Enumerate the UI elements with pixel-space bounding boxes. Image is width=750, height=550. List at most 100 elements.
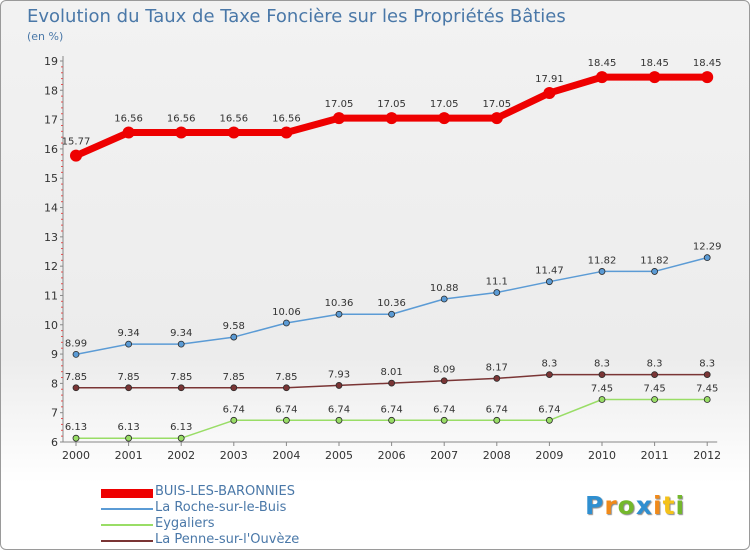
logo-letter: P	[585, 491, 605, 520]
legend-swatch	[101, 540, 153, 542]
series-group: 8.99 9.34 9.34 9.58 10.06 10.36 10.36 10.88 11.1…	[65, 242, 722, 358]
legend-swatch	[101, 524, 153, 526]
data-point	[72, 350, 80, 358]
data-label: 7.85	[170, 372, 192, 383]
x-tick-label: 2006	[378, 449, 406, 462]
data-label: 18.45	[640, 58, 669, 69]
data-point	[598, 371, 606, 378]
data-point	[546, 278, 553, 286]
data-point	[598, 268, 606, 275]
x-tick-label: 2012	[693, 449, 721, 462]
data-point	[335, 382, 343, 389]
data-label: 12.29	[693, 242, 722, 253]
data-point	[388, 416, 396, 424]
data-point	[703, 371, 711, 378]
data-point	[72, 434, 80, 442]
y-tick-label: 17	[44, 114, 58, 127]
x-tick-label: 2010	[588, 449, 616, 462]
data-point	[490, 112, 503, 125]
logo-letter: i	[653, 491, 663, 520]
y-tick-label: 7	[51, 407, 58, 420]
data-label: 10.06	[272, 307, 301, 318]
x-tick-label: 2001	[115, 449, 143, 462]
data-label: 8.3	[647, 359, 663, 370]
data-label: 6.74	[380, 404, 402, 415]
data-label: 7.85	[275, 372, 297, 383]
data-label: 11.82	[588, 255, 617, 266]
chart-title: Evolution du Taux de Taxe Foncière sur l…	[27, 6, 566, 27]
data-label: 6.74	[486, 404, 508, 415]
data-point	[493, 289, 501, 296]
data-label: 16.56	[114, 114, 143, 125]
data-label: 6.74	[223, 404, 245, 415]
data-point	[227, 126, 240, 139]
data-label: 10.88	[430, 283, 459, 294]
y-tick-label: 13	[44, 231, 58, 244]
data-point	[72, 384, 80, 392]
legend-label: La Roche-sur-le-Buis	[155, 500, 287, 515]
data-label: 11.1	[486, 277, 508, 288]
x-tick-label: 2011	[641, 449, 669, 462]
data-label: 7.85	[65, 372, 87, 383]
data-label: 8.09	[433, 365, 455, 376]
data-point	[546, 416, 553, 424]
data-point	[177, 434, 185, 442]
data-point	[282, 384, 290, 392]
data-point	[440, 416, 448, 424]
series-group: 6.13 6.13 6.13 6.74 6.74 6.74 6.74 6.74 6.74 6.74…	[65, 384, 718, 442]
data-label: 16.56	[167, 114, 196, 125]
data-label: 8.3	[594, 359, 610, 370]
x-tick-label: 2003	[220, 449, 248, 462]
data-label: 6.13	[65, 422, 87, 433]
data-label: 16.56	[272, 114, 301, 125]
data-point	[125, 340, 132, 348]
data-point	[335, 310, 343, 318]
data-point	[651, 371, 658, 378]
data-point	[177, 384, 185, 392]
data-point	[493, 375, 501, 382]
data-label: 6.13	[117, 422, 139, 433]
data-point	[177, 340, 185, 348]
data-label: 17.91	[535, 74, 564, 85]
data-point	[701, 71, 714, 84]
data-label: 7.45	[696, 384, 718, 395]
data-point	[282, 416, 290, 424]
brand-logo: Proxiti	[585, 491, 685, 520]
data-label: 8.3	[699, 359, 715, 370]
data-point	[333, 112, 345, 125]
data-label: 6.74	[275, 404, 297, 415]
data-point	[493, 416, 501, 424]
data-label: 9.34	[170, 328, 192, 339]
data-point	[598, 396, 606, 403]
legend-label: Eygaliers	[155, 516, 215, 531]
data-point	[280, 126, 293, 139]
data-point	[703, 396, 711, 403]
legend-swatch	[101, 488, 153, 498]
series-group: 7.85 7.85 7.85 7.85 7.85 7.93 8.01 8.09 8.17 8.3 8…	[65, 359, 715, 392]
data-label: 7.85	[223, 372, 245, 383]
data-label: 15.77	[62, 137, 91, 148]
data-point	[230, 416, 238, 424]
legend-label: La Penne-sur-l'Ouvèze	[155, 532, 300, 547]
x-tick-label: 2005	[325, 449, 353, 462]
data-point	[596, 71, 608, 84]
logo-letter: t	[662, 491, 676, 520]
data-point	[335, 416, 343, 424]
data-label: 17.05	[430, 99, 459, 110]
data-point	[651, 268, 658, 275]
data-point	[543, 86, 556, 99]
data-point	[546, 371, 553, 378]
data-point	[440, 377, 448, 385]
data-label: 8.3	[541, 359, 557, 370]
y-tick-label: 8	[51, 377, 58, 390]
data-label: 6.13	[170, 422, 192, 433]
x-tick-label: 2004	[272, 449, 300, 462]
data-label: 18.45	[588, 58, 617, 69]
data-point	[230, 384, 238, 392]
data-label: 17.05	[325, 99, 354, 110]
data-label: 10.36	[377, 298, 406, 309]
data-label: 9.34	[117, 328, 139, 339]
y-tick-label: 15	[44, 172, 58, 185]
